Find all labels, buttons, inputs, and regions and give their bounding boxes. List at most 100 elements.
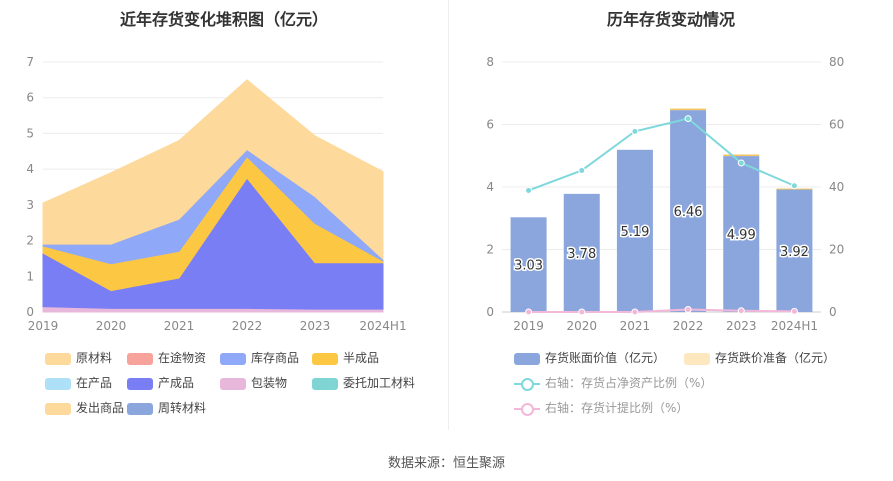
legend-item[interactable]: 存货账面价值（亿元） [514,350,665,366]
line-point [631,127,639,135]
bar-inventory-reserve [670,108,707,111]
bar-inventory-reserve [723,154,760,157]
x-tick-label: 2022 [232,319,263,333]
legend-label: 包装物 [251,376,288,390]
legend-label: 委托加工材料 [343,376,416,390]
data-source-note: 数据来源：恒生聚源 [387,456,505,471]
legend-swatch [127,352,153,365]
legend-swatch [220,377,246,390]
legend-item[interactable]: 右轴：存货占净资产比例（%） [514,375,712,391]
legend-item[interactable]: 存货跌价准备（亿元） [684,350,835,366]
legend-swatch [45,377,71,390]
line-point [737,159,745,167]
legend-label: 原材料 [76,351,113,365]
legend-swatch [514,352,540,365]
x-tick-label: 2019 [28,319,59,333]
x-tick-label: 2023 [726,319,757,333]
right-chart-title: 历年存货变动情况 [606,10,735,29]
right-legend: 存货账面价值（亿元） 存货跌价准备（亿元） 右轴：存货占净资产比例（%） 右轴：存货计… [449,350,893,430]
y-tick-label: 0 [26,305,34,319]
bar-inventory-value [670,110,707,312]
x-tick-label: 2019 [513,319,544,333]
legend-swatch [684,352,710,365]
y2-tick-label: 40 [829,180,844,194]
legend-item[interactable]: 右轴：存货计提比例（%） [514,400,688,416]
y-tick-label: 1 [26,269,34,283]
bar-inventory-value [510,217,547,312]
left-legend: 原材料 在途物资 库存商品 半成品在产品 产成品 包装物 委托加工材料发出商品 周转材料 [0,350,448,430]
left-chart-title: 近年存货变化堆积图（亿元） [119,10,328,29]
y-tick-label: 2 [486,243,494,257]
y-tick-label: 4 [26,162,34,176]
line-point [684,115,692,123]
x-tick-label: 2021 [164,319,195,333]
legend-swatch [45,402,71,415]
legend-swatch [45,352,71,365]
legend-swatch [514,402,540,416]
bar-value-label: 3.78 [567,247,596,262]
x-tick-label: 2024H1 [771,319,818,333]
bar-inventory-value [776,189,813,312]
y-tick-label: 7 [26,55,34,69]
legend-label: 在产品 [76,376,113,390]
y-tick-label: 5 [26,126,34,140]
bar-value-label: 3.03 [514,259,543,274]
left-chart-panel: 近年存货变化堆积图（亿元） 0 1 2 3 4 5 6 7 2019 2020 2021 2022 20… [0,0,448,430]
legend-swatch [514,377,540,391]
legend-label: 存货账面价值（亿元） [545,351,666,365]
legend-swatch [312,352,338,365]
y-tick-label: 0 [486,305,494,319]
legend-item[interactable]: 在产品 [45,375,112,391]
panel-divider [448,0,449,430]
area-series [42,79,384,261]
legend-swatch [312,377,338,390]
line-point [525,308,533,316]
legend-swatch [220,352,246,365]
legend-label: 半成品 [343,351,380,365]
legend-item[interactable]: 委托加工材料 [312,375,415,391]
y-tick-label: 3 [26,198,34,212]
line-point [578,308,586,316]
legend-item[interactable]: 在途物资 [127,350,206,366]
bar-value-label: 3.92 [780,245,809,260]
legend-item[interactable]: 原材料 [45,350,112,366]
line-provision-ratio [528,308,795,313]
right-chart-panel: 历年存货变动情况 0 2 4 6 8 0 20 40 60 80 2019 2020 2021 2022 2… [449,0,893,430]
legend-item[interactable]: 半成品 [312,350,379,366]
bar-value-label: 4.99 [727,228,756,243]
bar-inventory-value [563,193,600,312]
y2-tick-label: 20 [829,243,844,257]
line-point [684,306,692,313]
bar-value-label: 5.19 [620,225,649,240]
y2-tick-label: 80 [829,55,844,69]
legend-label: 发出商品 [76,401,125,415]
y-tick-label: 6 [486,118,494,132]
legend-item[interactable]: 周转材料 [127,400,206,416]
legend-swatch [127,402,153,415]
x-tick-label: 2021 [620,319,651,333]
legend-item[interactable]: 产成品 [127,375,194,391]
legend-label: 右轴：存货计提比例（%） [545,401,689,415]
y-tick-label: 4 [486,180,494,194]
y2-tick-label: 0 [829,305,837,319]
legend-label: 存货跌价准备（亿元） [715,351,836,365]
line-point [737,307,745,315]
legend-item[interactable]: 库存商品 [220,350,299,366]
y-tick-label: 8 [486,55,494,69]
stacked-area-chart: 0 1 2 3 4 5 6 7 2019 2020 2021 2022 2023 2024H1 [26,55,406,333]
bar-value-label: 6.46 [674,205,703,220]
x-tick-label: 2020 [566,319,597,333]
legend-item[interactable]: 包装物 [220,375,287,391]
y-tick-label: 2 [26,234,34,248]
line-point [790,307,798,315]
y2-tick-label: 60 [829,118,844,132]
x-tick-label: 2020 [96,319,127,333]
y-tick-label: 6 [26,91,34,105]
line-inventory-net-asset-ratio [528,117,795,192]
legend-label: 产成品 [158,376,195,390]
bar-inventory-value [723,156,760,312]
legend-item[interactable]: 发出商品 [45,400,124,416]
legend-label: 库存商品 [251,351,300,365]
x-tick-label: 2024H1 [359,319,406,333]
